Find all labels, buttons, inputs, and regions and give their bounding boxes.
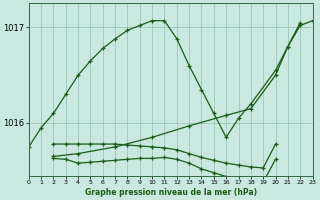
X-axis label: Graphe pression niveau de la mer (hPa): Graphe pression niveau de la mer (hPa) [84,188,257,197]
